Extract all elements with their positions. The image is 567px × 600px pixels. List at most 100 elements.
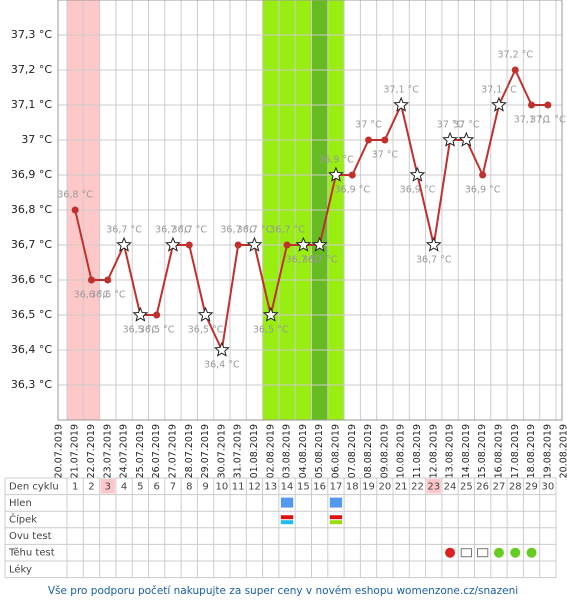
star-marker [393, 96, 410, 112]
star-marker [328, 166, 344, 182]
day-number: 21 [395, 481, 408, 492]
day-number: 4 [121, 481, 127, 492]
row-label: Ovu test [9, 531, 52, 542]
value-label: 36,7 °C [302, 255, 338, 266]
dot-marker [234, 241, 242, 249]
dot-marker [365, 136, 373, 144]
value-label: 36,9 °C [334, 185, 370, 196]
x-tick-label: 27.07.2019 [167, 424, 178, 478]
day-number: 24 [444, 481, 457, 492]
test-icon-clover [526, 547, 537, 558]
value-label: 37,1 °C [530, 115, 566, 126]
x-tick-label: 30.07.2019 [216, 424, 227, 478]
cervix-icon-b [280, 520, 294, 525]
x-tick-label: 29.07.2019 [200, 424, 211, 478]
x-tick-label: 15.08.2019 [477, 424, 488, 478]
x-tick-label: 03.08.2019 [282, 424, 293, 478]
value-label: 36,5 °C [253, 325, 289, 336]
day-number: 16 [313, 481, 326, 492]
dot-marker [283, 241, 291, 249]
x-tick-label: 01.08.2019 [249, 424, 260, 478]
x-tick-label: 24.07.2019 [119, 424, 130, 478]
x-tick-label: 20.07.2019 [53, 424, 64, 478]
x-tick-label: 14.08.2019 [461, 424, 472, 478]
x-tick-label: 21.07.2019 [70, 424, 81, 478]
y-tick-label: 36,4 °C [11, 343, 52, 356]
star-marker [425, 236, 442, 252]
value-label: 37,1 °C [514, 115, 550, 126]
day-number: 29 [525, 481, 538, 492]
x-tick-label: 19.08.2019 [542, 424, 553, 478]
cervix-icon-a [280, 515, 294, 520]
day-number: 18 [346, 481, 359, 492]
value-label: 36,4 °C [204, 360, 240, 371]
value-label: 36,5 °C [123, 325, 159, 336]
value-label: 37 °C [437, 120, 464, 131]
y-tick-label: 37 °C [21, 133, 52, 146]
value-label: 36,7 °C [171, 225, 207, 236]
day-number: 1 [72, 481, 78, 492]
star-marker [197, 306, 214, 322]
row-label: Těhu test [8, 547, 55, 559]
x-tick-label: 12.08.2019 [428, 424, 439, 478]
x-tick-label: 22.07.2019 [86, 424, 97, 478]
day-number: 9 [202, 481, 208, 492]
day-number: 11 [232, 481, 245, 492]
day-highlight [426, 479, 441, 494]
day-number: 6 [153, 481, 159, 492]
day-number: 27 [493, 481, 506, 492]
value-label: 36,9 °C [465, 185, 501, 196]
value-label: 36,5 °C [139, 325, 175, 336]
day-number: 12 [248, 481, 261, 492]
row-label: Čípek [9, 513, 37, 526]
x-tick-label: 06.08.2019 [330, 424, 341, 478]
day-number: 23 [427, 481, 440, 492]
star-marker [165, 236, 181, 252]
day-number: 5 [137, 481, 143, 492]
star-marker [491, 96, 507, 112]
day-number: 13 [264, 481, 277, 492]
value-label: 36,5 °C [188, 325, 224, 336]
star-marker [262, 306, 279, 322]
mucus-icon [329, 497, 343, 508]
cervix-icon-a [329, 515, 343, 520]
row-label: Léky [9, 563, 32, 575]
dot-marker [87, 276, 95, 284]
star-marker [132, 306, 149, 322]
y-tick-label: 37,3 °C [11, 28, 52, 41]
dot-marker [544, 101, 552, 109]
y-tick-label: 36,7 °C [11, 238, 52, 251]
value-label: 37,1 °C [481, 85, 517, 96]
mucus-icon [280, 497, 294, 508]
x-tick-label: 17.08.2019 [510, 424, 521, 478]
value-label: 36,6 °C [90, 290, 126, 301]
dot-marker [479, 171, 487, 179]
value-label: 36,7 °C [269, 225, 305, 236]
y-tick-label: 36,9 °C [11, 168, 52, 181]
dot-marker [185, 241, 193, 249]
star-marker [295, 236, 312, 252]
star-marker [246, 236, 263, 252]
day-number: 25 [460, 481, 473, 492]
star-marker [116, 236, 132, 252]
x-tick-label: 07.08.2019 [347, 424, 358, 478]
y-tick-label: 36,5 °C [11, 308, 52, 321]
x-tick-label: 10.08.2019 [396, 424, 407, 478]
value-label: 36,7 °C [106, 225, 142, 236]
value-label: 36,7 °C [220, 225, 256, 236]
dot-marker [348, 171, 356, 179]
value-label: 36,7 °C [416, 255, 452, 266]
value-label: 36,8 °C [57, 190, 93, 201]
x-tick-label: 25.07.2019 [135, 424, 146, 478]
day-number: 3 [105, 481, 111, 492]
x-tick-label: 20.08.2019 [559, 424, 567, 478]
value-label: 37,1 °C [383, 85, 419, 96]
x-tick-label: 09.08.2019 [379, 424, 390, 478]
value-label: 36,9 °C [318, 155, 354, 166]
dot-marker [71, 206, 79, 214]
day-number: 14 [281, 481, 294, 492]
value-label: 36,7 °C [237, 225, 273, 236]
star-marker [213, 341, 230, 357]
star-marker [311, 236, 328, 252]
day-number: 19 [362, 481, 375, 492]
